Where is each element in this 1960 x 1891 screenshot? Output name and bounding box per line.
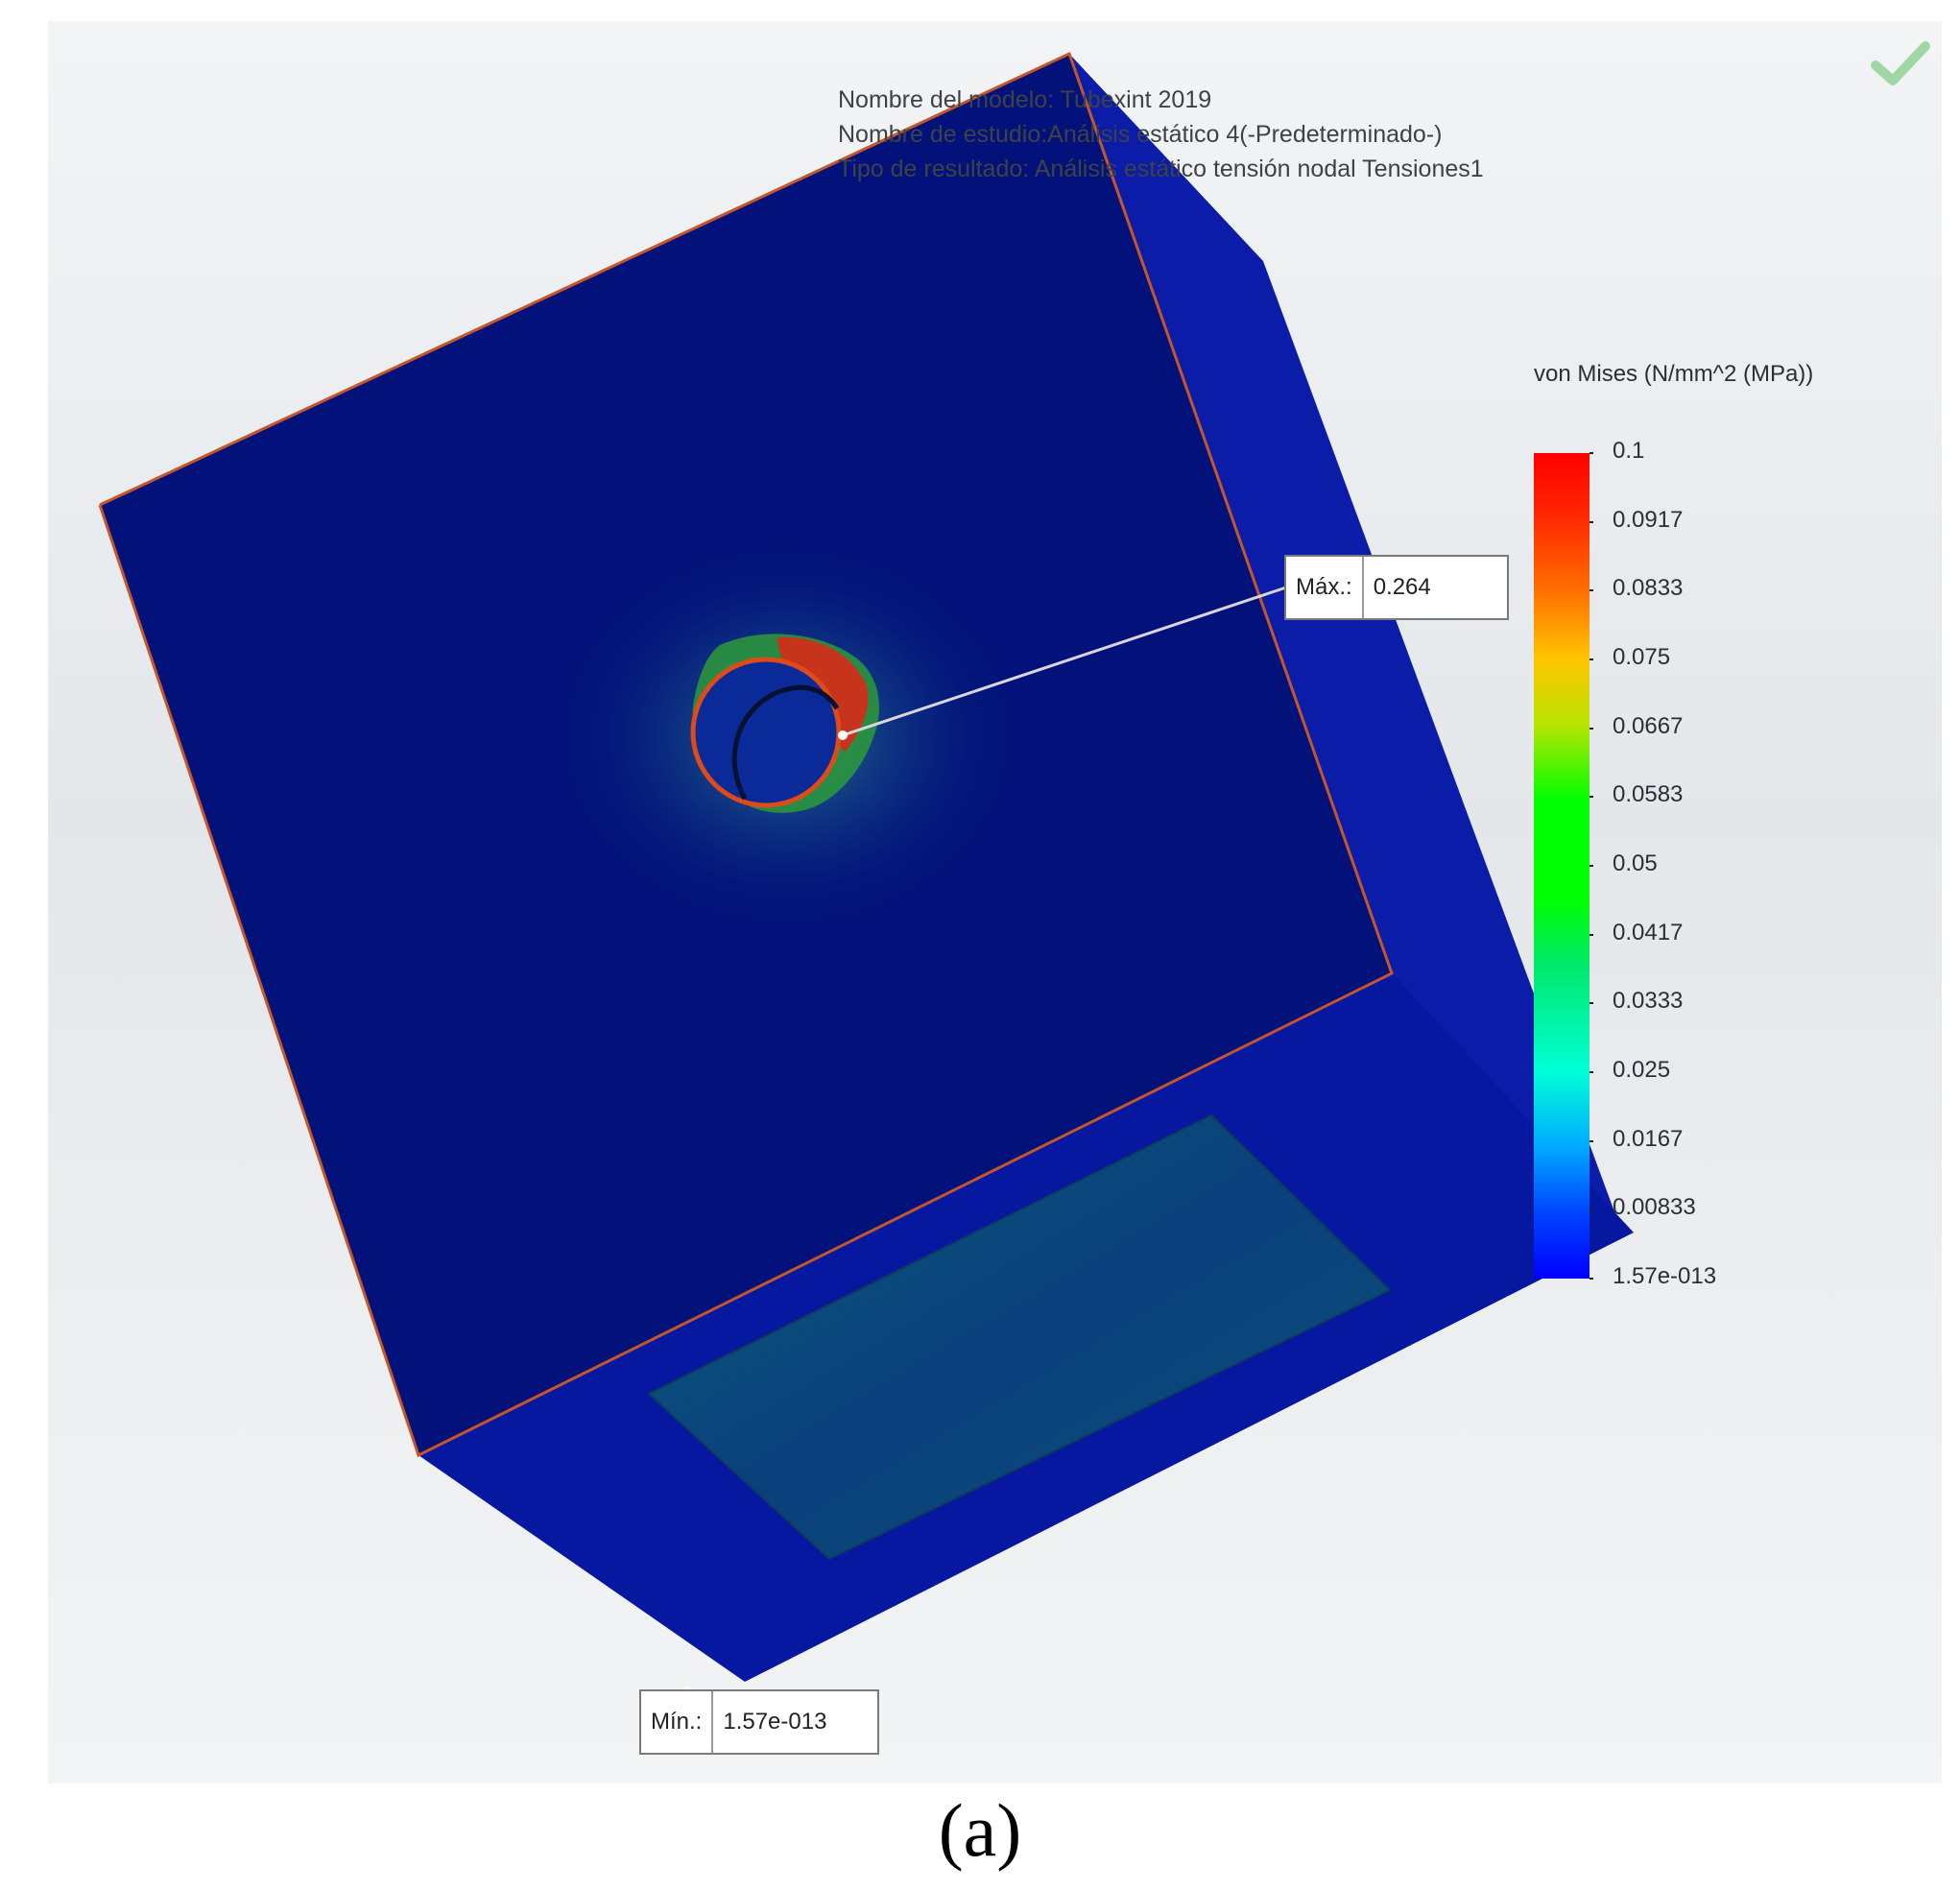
result-type-label: Tipo de resultado: Análisis estático ten…: [838, 156, 1484, 182]
max-leader-line: [842, 586, 1287, 737]
max-point-marker: [838, 730, 848, 740]
legend-tick-label: 0.0833: [1613, 575, 1684, 602]
legend-tick-mark: [1590, 658, 1593, 660]
legend-tick-mark: [1590, 1139, 1593, 1142]
min-value: 1.57e-013: [723, 1709, 827, 1735]
legend-tick-mark: [1590, 589, 1593, 592]
legend-tick-mark: [1590, 1071, 1593, 1073]
legend-tick-mark: [1590, 727, 1593, 730]
max-value-callout[interactable]: Máx.: 0.264: [1284, 555, 1509, 620]
legend-tick-label: 0.0917: [1613, 506, 1684, 533]
legend-tick-label: 0.025: [1613, 1057, 1671, 1083]
legend-tick-mark: [1590, 933, 1593, 936]
legend-tick-mark: [1590, 1002, 1593, 1005]
legend-tick-label: 0.1: [1613, 438, 1645, 464]
legend-tick-label: 0.0583: [1613, 781, 1684, 808]
model-side-face: [1069, 54, 1622, 1233]
fea-model-view[interactable]: [48, 21, 1942, 1783]
legend-title: von Mises (N/mm^2 (MPa)): [1534, 361, 1814, 387]
legend-tick-mark: [1590, 865, 1593, 867]
legend-tick-label: 0.075: [1613, 644, 1671, 670]
legend-tick-mark: [1590, 796, 1593, 799]
model-edge-outline: [98, 51, 1394, 1458]
model-name-label: Nombre del modelo: Tubexint 2019: [838, 86, 1212, 113]
min-value-callout[interactable]: Mín.: 1.57e-013: [639, 1689, 879, 1755]
hole-inner-edge: [731, 684, 840, 801]
legend-tick-mark: [1590, 520, 1593, 523]
legend-tick-label: 0.0167: [1613, 1125, 1684, 1152]
legend-tick-label: 0.0417: [1613, 919, 1684, 946]
figure-caption: (a): [938, 1788, 1022, 1872]
legend-tick-label: 0.0667: [1613, 712, 1684, 739]
check-icon[interactable]: [1870, 38, 1931, 88]
min-label: Mín.:: [641, 1691, 714, 1753]
legend-color-bar: [1534, 453, 1590, 1279]
legend-tick-label: 1.57e-013: [1613, 1263, 1717, 1289]
legend-tick-label: 0.00833: [1613, 1194, 1696, 1221]
graphics-viewport[interactable]: Nombre del modelo: Tubexint 2019 Nombre …: [48, 21, 1942, 1783]
hole-circle: [690, 657, 842, 808]
legend-tick-label: 0.0333: [1613, 988, 1684, 1015]
max-label: Máx.:: [1286, 557, 1364, 618]
max-value: 0.264: [1373, 574, 1431, 600]
study-name-label: Nombre de estudio:Análisis estático 4(-P…: [838, 121, 1443, 148]
legend-tick-mark: [1590, 1278, 1593, 1280]
contact-patch: [647, 1113, 1392, 1561]
legend-tick-label: 0.05: [1613, 850, 1658, 876]
legend-tick-mark: [1590, 1209, 1593, 1211]
legend-tick-mark: [1590, 452, 1593, 454]
